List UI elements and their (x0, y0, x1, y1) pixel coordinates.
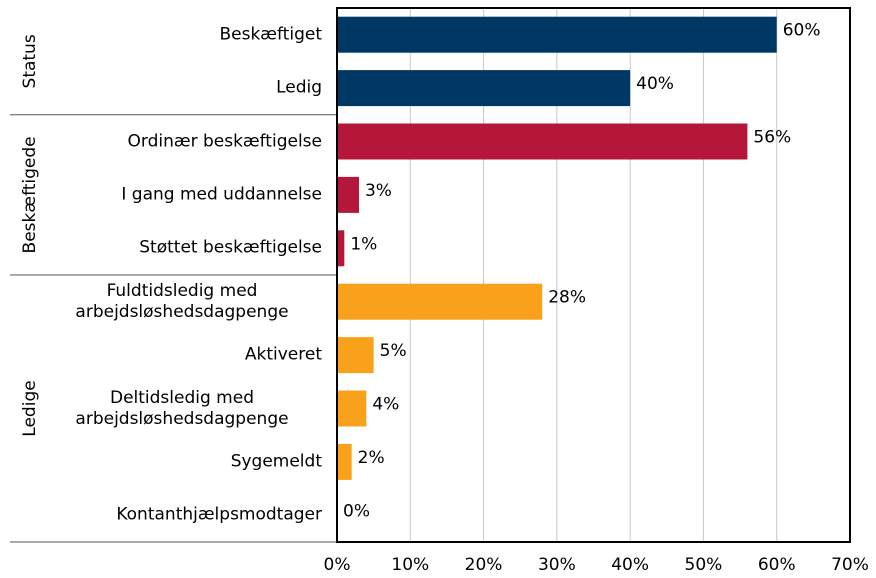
bar (337, 283, 543, 320)
x-tick-label: 60% (758, 555, 796, 575)
group-label: Ledige (20, 380, 40, 436)
value-label: 2% (358, 448, 385, 468)
category-label: Støttet beskæftigelse (139, 237, 322, 258)
category-label: Fuldtidsledig med arbejdsløshedsdagpenge (75, 280, 289, 322)
value-label: 4% (372, 395, 399, 415)
value-label: 28% (548, 288, 586, 308)
bar (337, 390, 367, 427)
value-label: 3% (365, 181, 392, 201)
category-label: Deltidsledig med arbejdsløshedsdagpenge (75, 387, 289, 429)
value-label: 56% (753, 128, 791, 148)
x-tick-label: 0% (324, 555, 351, 575)
bar (337, 70, 631, 107)
x-tick-label: 40% (611, 555, 649, 575)
category-label: Beskæftiget (219, 24, 322, 45)
value-label: 0% (343, 501, 370, 521)
x-tick-label: 70% (831, 555, 869, 575)
x-tick-label: 50% (685, 555, 723, 575)
bar (337, 230, 345, 267)
category-label: Ordinær beskæftigelse (127, 131, 322, 151)
bar (337, 123, 748, 160)
bar (337, 337, 374, 374)
category-label: Ledig (276, 77, 322, 98)
bar (337, 16, 777, 53)
x-tick-label: 10% (391, 555, 429, 575)
category-label: Sygemeldt (230, 451, 322, 472)
category-label: Aktiveret (244, 344, 322, 365)
bar (337, 176, 359, 213)
category-label: Kontanthjælpsmodtager (116, 504, 322, 525)
value-label: 5% (380, 341, 407, 361)
group-label: Status (20, 34, 40, 88)
value-label: 60% (783, 21, 821, 41)
category-label: I gang med uddannelse (121, 184, 322, 205)
plot-frame (336, 7, 851, 543)
x-tick-label: 20% (465, 555, 503, 575)
value-label: 40% (636, 74, 674, 94)
bar (337, 443, 352, 480)
x-tick-label: 30% (538, 555, 576, 575)
value-label: 1% (350, 234, 377, 254)
group-label: Beskæftigede (20, 136, 40, 253)
